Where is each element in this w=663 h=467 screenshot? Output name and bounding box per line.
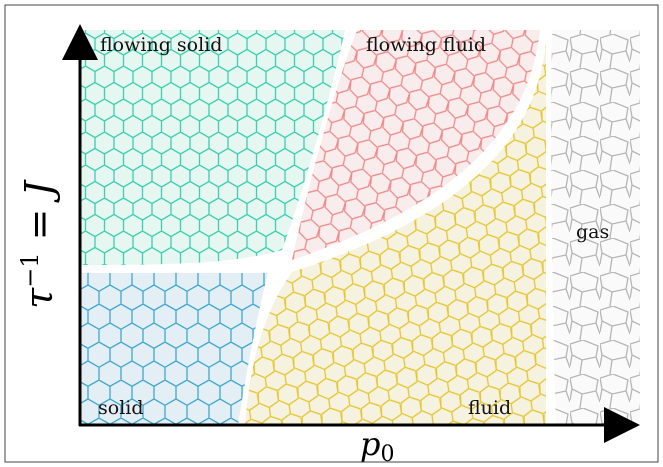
x-axis-label: p0 [360,425,394,467]
fluid-region [245,42,546,425]
x-label-sub: 0 [380,442,394,467]
flowing-fluid-region [292,30,540,260]
region-label: flowing solid [100,34,222,56]
region-label: gas [576,221,609,243]
x-label-base: p [360,425,380,463]
region-label: fluid [468,397,511,419]
y-label-base: τ [17,287,61,309]
y-label-sup: −1 [16,252,44,287]
solid-region [80,273,268,425]
y-axis-label: τ−1 = J [16,179,61,308]
region-label: solid [98,397,144,419]
flowing-solid-region [80,30,345,265]
region-label: flowing fluid [366,34,486,56]
gas-region [551,30,640,425]
y-label-rest: = J [17,179,61,252]
